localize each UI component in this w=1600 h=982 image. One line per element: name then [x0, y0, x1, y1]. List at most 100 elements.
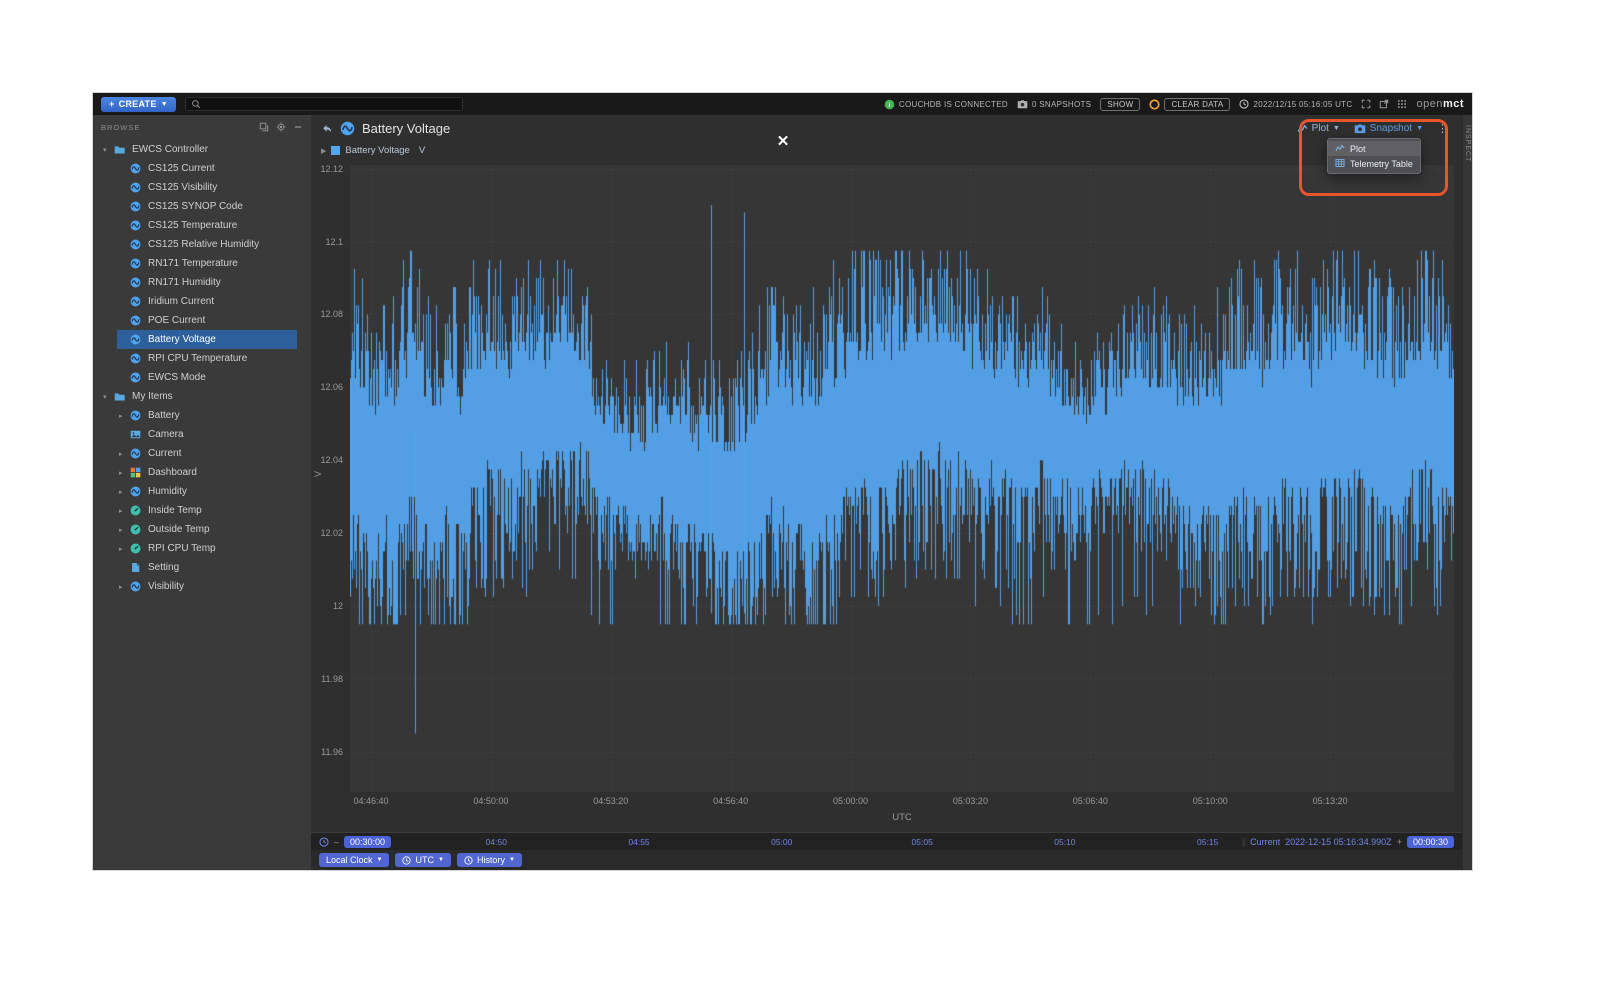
- clear-data-button[interactable]: CLEAR DATA: [1164, 97, 1231, 111]
- openmct-app: + CREATE ▼ i COUCHDB IS CONNECTED 0 SNAP…: [92, 92, 1473, 871]
- tree-item-visibility[interactable]: ▸ Visibility: [93, 577, 311, 596]
- plot-canvas-area[interactable]: [350, 165, 1454, 792]
- x-tick-label: 05:10:00: [1192, 796, 1228, 806]
- conductor-mode-icon[interactable]: [319, 836, 329, 847]
- clock-icon: [402, 855, 412, 865]
- layout-icon: [130, 467, 142, 478]
- snapshot-button[interactable]: Snapshot ▼: [1354, 123, 1423, 135]
- locate-icon[interactable]: [276, 122, 286, 132]
- tree-item-camera[interactable]: Camera: [93, 425, 311, 444]
- tree-item-label: Humidity: [148, 486, 187, 497]
- search-icon: [191, 99, 201, 109]
- view-switcher-button[interactable]: Plot ▼: [1297, 123, 1340, 134]
- chevron-right-icon[interactable]: ▸: [119, 583, 123, 591]
- menu-item-telemetry-table[interactable]: Telemetry Table: [1328, 156, 1420, 171]
- tree-item-label: CS125 Current: [148, 163, 215, 174]
- back-arrow-icon[interactable]: [321, 123, 333, 135]
- x-tick-label: 05:03:20: [952, 796, 988, 806]
- tree-item-cs125-current[interactable]: CS125 Current: [93, 159, 311, 178]
- tree-item-battery[interactable]: ▸ Battery: [93, 406, 311, 425]
- tree-item-cs125-visibility[interactable]: CS125 Visibility: [93, 178, 311, 197]
- fullscreen-icon[interactable]: [1361, 99, 1371, 109]
- tree-item-outside-temp[interactable]: ▸ Outside Temp: [93, 520, 311, 539]
- x-axis-label: UTC: [892, 812, 912, 823]
- chevron-right-icon[interactable]: ▸: [119, 507, 123, 515]
- chevron-right-icon[interactable]: ▸: [119, 450, 123, 458]
- tree-item-battery-voltage[interactable]: Battery Voltage: [93, 330, 297, 349]
- local-clock-button[interactable]: Local Clock ▼: [319, 853, 390, 867]
- x-tick-label: 05:06:40: [1072, 796, 1108, 806]
- tree-item-my-items[interactable]: ▾ My Items: [93, 387, 311, 406]
- plot-legend[interactable]: ▶ Battery Voltage V: [311, 142, 1462, 159]
- x-tick-label: 04:56:40: [713, 796, 749, 806]
- y-tick-label: 12.08: [320, 309, 343, 320]
- page-title: Battery Voltage: [362, 121, 451, 136]
- telemetry-icon: [130, 220, 142, 231]
- tree-item-ewcs-controller[interactable]: ▾ EWCS Controller: [93, 140, 311, 159]
- chevron-right-icon[interactable]: ▸: [119, 545, 123, 553]
- tree-item-current[interactable]: ▸ Current: [93, 444, 311, 463]
- show-snapshots-button[interactable]: SHOW: [1100, 97, 1141, 111]
- popout-icon[interactable]: [1379, 99, 1389, 109]
- legend-expand-icon[interactable]: ▶: [321, 147, 327, 155]
- close-icon[interactable]: ✕: [776, 133, 790, 150]
- chevron-right-icon[interactable]: ▸: [119, 469, 123, 477]
- search-input[interactable]: [204, 99, 457, 109]
- conductor-tick-label: 04:55: [628, 837, 650, 847]
- info-icon: i: [884, 99, 895, 110]
- menu-item-label: Plot: [1350, 143, 1366, 154]
- image-icon: [130, 429, 142, 440]
- snapshots-count-label: 0 SNAPSHOTS: [1032, 99, 1092, 109]
- conductor-timeline[interactable]: 04:50 04:55 05:00 05:05 05:10 05:15: [311, 833, 1462, 850]
- chevron-down-icon[interactable]: ▾: [103, 393, 107, 401]
- tree-item-humidity[interactable]: ▸ Humidity: [93, 482, 311, 501]
- tree-item-rn171-temperature[interactable]: RN171 Temperature: [93, 254, 311, 273]
- tree-item-cs125-synop-code[interactable]: CS125 SYNOP Code: [93, 197, 311, 216]
- menu-item-plot[interactable]: Plot: [1328, 141, 1420, 156]
- apps-grid-icon[interactable]: [1397, 99, 1407, 109]
- timezone-button[interactable]: UTC ▼: [395, 853, 451, 867]
- create-button[interactable]: + CREATE ▼: [101, 96, 176, 112]
- gauge-icon: [130, 505, 142, 516]
- history-button[interactable]: History ▼: [456, 853, 522, 867]
- tree-item-iridium-current[interactable]: Iridium Current: [93, 292, 311, 311]
- tree-item-label: EWCS Controller: [132, 144, 209, 155]
- chevron-right-icon[interactable]: ▸: [119, 488, 123, 496]
- tree-item-label: Dashboard: [148, 467, 197, 478]
- gauge-icon: [130, 524, 142, 535]
- utc-clock: 2022/12/15 05:16:05 UTC: [1239, 99, 1352, 109]
- telemetry-icon: [130, 239, 142, 250]
- inspector-collapsed-tab[interactable]: Inspect: [1462, 115, 1472, 870]
- y-tick-label: 12.1: [325, 236, 343, 247]
- snapshots-indicator[interactable]: 0 SNAPSHOTS: [1017, 99, 1091, 110]
- global-search[interactable]: [184, 97, 463, 111]
- tree-item-rpi-cpu-temp[interactable]: ▸ RPI CPU Temp: [93, 539, 311, 558]
- tree-item-inside-temp[interactable]: ▸ Inside Temp: [93, 501, 311, 520]
- tree-item-setting[interactable]: Setting: [93, 558, 311, 577]
- tree-item-cs125-temperature[interactable]: CS125 Temperature: [93, 216, 311, 235]
- conductor-buttons: Local Clock ▼ UTC ▼ History ▼: [311, 850, 1462, 870]
- more-options-icon[interactable]: ⋮: [1437, 123, 1448, 135]
- tree-item-dashboard[interactable]: ▸ Dashboard: [93, 463, 311, 482]
- chevron-right-icon[interactable]: ▸: [119, 412, 123, 420]
- y-axis-labels: 11.96 11.98 12 12.02 12.04 12.06 12.08 12.1 12.1…: [311, 164, 346, 792]
- tree-item-poe-current[interactable]: POE Current: [93, 311, 311, 330]
- x-tick-label: 05:13:20: [1312, 796, 1348, 806]
- menu-item-label: Telemetry Table: [1350, 158, 1413, 169]
- chevron-right-icon[interactable]: ▸: [119, 526, 123, 534]
- telemetry-icon: [130, 372, 142, 383]
- collapse-pane-icon[interactable]: [293, 122, 303, 132]
- tree-item-ewcs-mode[interactable]: EWCS Mode: [93, 368, 311, 387]
- end-offset-input[interactable]: 00:00:30: [1406, 835, 1454, 848]
- layers-icon[interactable]: [259, 122, 269, 132]
- plot-view-icon: [1335, 143, 1345, 155]
- minus-label: –: [334, 836, 340, 847]
- start-offset-input[interactable]: 00:30:00: [344, 835, 392, 848]
- tree-item-rn171-humidity[interactable]: RN171 Humidity: [93, 273, 311, 292]
- tree-item-cs125-relative-humidity[interactable]: CS125 Relative Humidity: [93, 235, 311, 254]
- view-switcher-label: Plot: [1311, 123, 1329, 134]
- y-tick-label: 12.02: [320, 528, 343, 539]
- chart-canvas[interactable]: [350, 165, 1454, 792]
- chevron-down-icon[interactable]: ▾: [103, 146, 107, 154]
- tree-item-rpi-cpu-temperature[interactable]: RPI CPU Temperature: [93, 349, 311, 368]
